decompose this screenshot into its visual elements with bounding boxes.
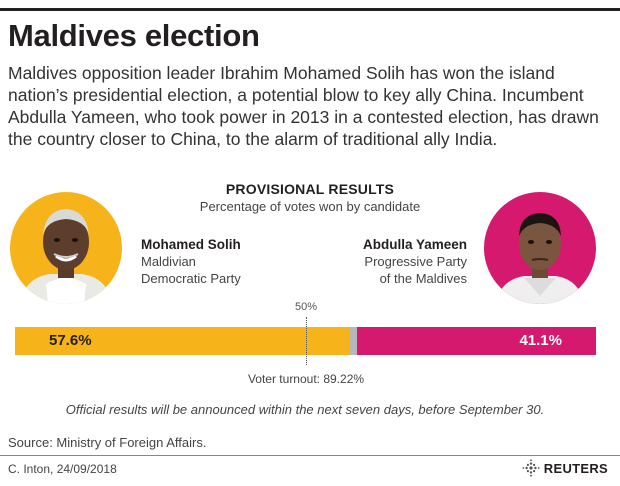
- solih-party-line1: Maldivian: [141, 254, 196, 269]
- chart-subtitle: Percentage of votes won by candidate: [199, 199, 421, 214]
- turnout-annotation: Voter turnout: 89.22%: [247, 372, 365, 386]
- top-rule: [0, 8, 620, 11]
- solih-value-label: 57.6%: [49, 332, 92, 349]
- yameen-party-line1: Progressive Party: [364, 254, 467, 269]
- yameen-name: Abdulla Yameen: [362, 237, 467, 252]
- credit-text: C. Inton, 24/09/2018: [8, 462, 117, 476]
- bottom-rule: [0, 455, 620, 456]
- intro-text: Maldives opposition leader Ibrahim Moham…: [8, 63, 599, 149]
- reuters-dots-icon: [522, 459, 540, 477]
- reuters-logo: REUTERS: [522, 459, 608, 477]
- results-note: Official results will be announced withi…: [65, 402, 545, 417]
- solih-portrait-image: [20, 209, 112, 304]
- yameen-portrait-image: [496, 213, 584, 304]
- yameen-portrait: [484, 192, 596, 304]
- solih-name: Mohamed Solih: [141, 237, 241, 252]
- chart-title: PROVISIONAL RESULTS: [225, 181, 395, 197]
- solih-label: Mohamed Solih Maldivian Democratic Party: [141, 236, 241, 287]
- source-text: Source: Ministry of Foreign Affairs.: [8, 435, 207, 450]
- solih-portrait: [10, 192, 122, 304]
- yameen-label: Abdulla Yameen Progressive Party of the …: [363, 236, 467, 287]
- yameen-value-label: 41.1%: [519, 332, 562, 349]
- reference-line: [305, 317, 307, 365]
- reference-line-label: 50%: [294, 301, 318, 313]
- solih-bar-segment: [15, 327, 350, 355]
- yameen-bar-segment: [357, 327, 596, 355]
- yameen-party-line2: of the Maldives: [379, 271, 467, 286]
- page-title: Maldives election: [8, 18, 260, 53]
- brand-text: REUTERS: [543, 460, 608, 476]
- solih-party-line2: Democratic Party: [141, 271, 241, 286]
